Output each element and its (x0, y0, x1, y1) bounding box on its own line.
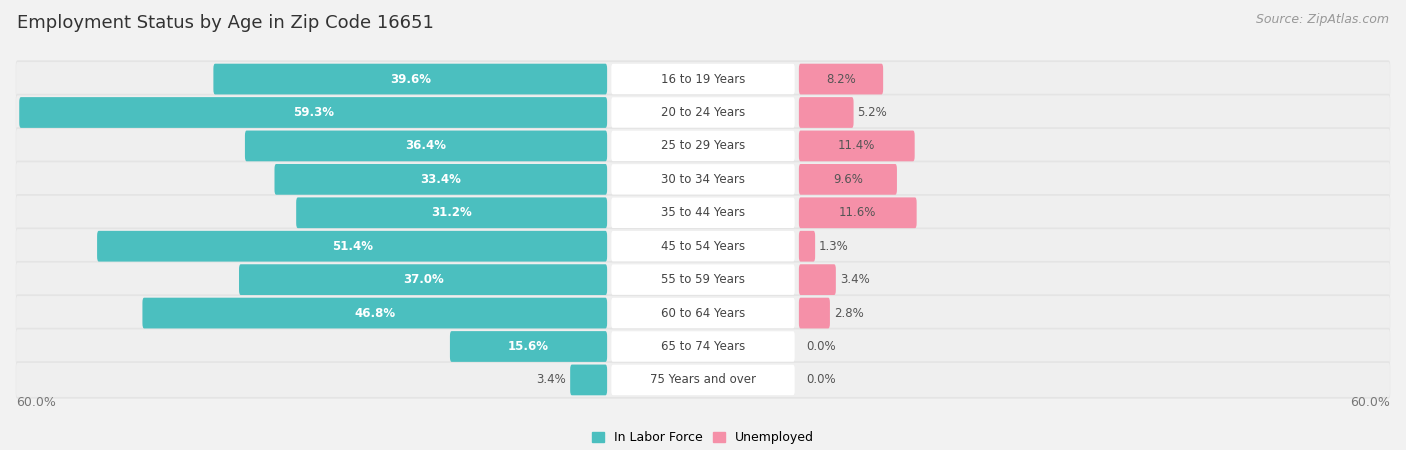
FancyBboxPatch shape (239, 264, 607, 295)
Text: 36.4%: 36.4% (405, 140, 447, 153)
FancyBboxPatch shape (799, 298, 830, 328)
FancyBboxPatch shape (15, 229, 1391, 263)
FancyBboxPatch shape (15, 263, 1391, 297)
Text: 31.2%: 31.2% (432, 206, 472, 219)
FancyBboxPatch shape (15, 161, 1391, 198)
FancyBboxPatch shape (15, 296, 1391, 330)
Text: Employment Status by Age in Zip Code 16651: Employment Status by Age in Zip Code 166… (17, 14, 433, 32)
Text: 59.3%: 59.3% (292, 106, 333, 119)
Text: 2.8%: 2.8% (834, 306, 863, 320)
FancyBboxPatch shape (142, 298, 607, 328)
FancyBboxPatch shape (15, 294, 1391, 332)
Text: Source: ZipAtlas.com: Source: ZipAtlas.com (1256, 14, 1389, 27)
FancyBboxPatch shape (799, 64, 883, 94)
FancyBboxPatch shape (799, 264, 835, 295)
Text: 55 to 59 Years: 55 to 59 Years (661, 273, 745, 286)
FancyBboxPatch shape (612, 231, 794, 261)
Legend: In Labor Force, Unemployed: In Labor Force, Unemployed (592, 432, 814, 445)
FancyBboxPatch shape (15, 162, 1391, 196)
Text: 35 to 44 Years: 35 to 44 Years (661, 206, 745, 219)
Text: 60.0%: 60.0% (17, 396, 56, 409)
Text: 51.4%: 51.4% (332, 240, 373, 253)
Text: 46.8%: 46.8% (354, 306, 395, 320)
FancyBboxPatch shape (297, 198, 607, 228)
Text: 3.4%: 3.4% (839, 273, 869, 286)
FancyBboxPatch shape (612, 298, 794, 328)
FancyBboxPatch shape (15, 228, 1391, 265)
FancyBboxPatch shape (571, 364, 607, 395)
FancyBboxPatch shape (15, 261, 1391, 298)
Text: 1.3%: 1.3% (820, 240, 849, 253)
Text: 0.0%: 0.0% (807, 340, 837, 353)
Text: 20 to 24 Years: 20 to 24 Years (661, 106, 745, 119)
FancyBboxPatch shape (612, 331, 794, 362)
FancyBboxPatch shape (214, 64, 607, 94)
Text: 0.0%: 0.0% (807, 374, 837, 387)
Text: 16 to 19 Years: 16 to 19 Years (661, 72, 745, 86)
FancyBboxPatch shape (799, 231, 815, 261)
FancyBboxPatch shape (15, 129, 1391, 163)
FancyBboxPatch shape (15, 60, 1391, 98)
Text: 65 to 74 Years: 65 to 74 Years (661, 340, 745, 353)
FancyBboxPatch shape (274, 164, 607, 195)
FancyBboxPatch shape (612, 130, 794, 161)
Text: 45 to 54 Years: 45 to 54 Years (661, 240, 745, 253)
FancyBboxPatch shape (612, 97, 794, 128)
FancyBboxPatch shape (799, 164, 897, 195)
Text: 9.6%: 9.6% (832, 173, 863, 186)
Text: 33.4%: 33.4% (420, 173, 461, 186)
FancyBboxPatch shape (15, 127, 1391, 165)
FancyBboxPatch shape (799, 97, 853, 128)
FancyBboxPatch shape (799, 198, 917, 228)
Text: 5.2%: 5.2% (858, 106, 887, 119)
FancyBboxPatch shape (612, 265, 794, 295)
FancyBboxPatch shape (15, 194, 1391, 231)
Text: 39.6%: 39.6% (389, 72, 430, 86)
FancyBboxPatch shape (20, 97, 607, 128)
FancyBboxPatch shape (612, 64, 794, 94)
FancyBboxPatch shape (612, 198, 794, 228)
FancyBboxPatch shape (612, 164, 794, 194)
Text: 11.4%: 11.4% (838, 140, 876, 153)
FancyBboxPatch shape (799, 130, 915, 161)
FancyBboxPatch shape (15, 95, 1391, 130)
FancyBboxPatch shape (15, 361, 1391, 399)
FancyBboxPatch shape (15, 329, 1391, 364)
FancyBboxPatch shape (15, 328, 1391, 365)
Text: 30 to 34 Years: 30 to 34 Years (661, 173, 745, 186)
FancyBboxPatch shape (15, 196, 1391, 230)
Text: 37.0%: 37.0% (402, 273, 443, 286)
Text: 3.4%: 3.4% (537, 374, 567, 387)
FancyBboxPatch shape (15, 363, 1391, 397)
Text: 8.2%: 8.2% (827, 72, 856, 86)
FancyBboxPatch shape (245, 130, 607, 161)
Text: 60 to 64 Years: 60 to 64 Years (661, 306, 745, 320)
FancyBboxPatch shape (15, 94, 1391, 131)
FancyBboxPatch shape (97, 231, 607, 261)
Text: 15.6%: 15.6% (508, 340, 548, 353)
Text: 25 to 29 Years: 25 to 29 Years (661, 140, 745, 153)
FancyBboxPatch shape (450, 331, 607, 362)
FancyBboxPatch shape (15, 62, 1391, 96)
Text: 11.6%: 11.6% (839, 206, 876, 219)
FancyBboxPatch shape (612, 364, 794, 395)
Text: 60.0%: 60.0% (1350, 396, 1389, 409)
Text: 75 Years and over: 75 Years and over (650, 374, 756, 387)
